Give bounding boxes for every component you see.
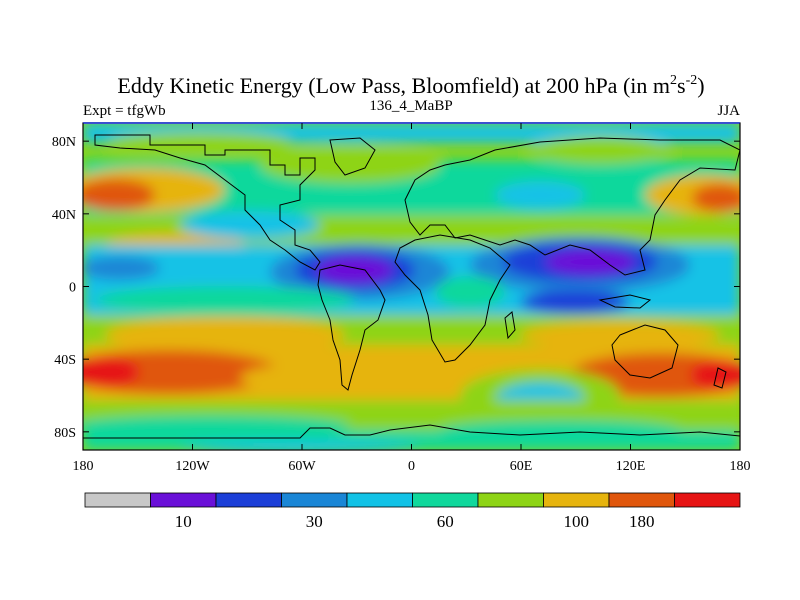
colorbar-box [608,492,675,508]
lat-tick-label: 0 [69,281,76,296]
colorbar-box [543,492,610,508]
lat-tick-label: 40N [52,208,76,223]
coastline-antarctica [83,424,740,439]
colorbar-box [477,492,544,508]
eke-contour-field [83,123,740,450]
colorbar-box [215,492,282,508]
experiment-label: Expt = tfgWb [83,103,166,119]
colorbar-label: 180 [629,512,655,531]
colorbar-box [150,492,217,508]
coastline-madagascar [504,311,516,340]
season-label: JJA [717,103,740,119]
coastline-greenland [329,137,376,176]
colorbar-box [346,492,413,508]
coastline-indonesia [598,294,652,309]
colorbar-box [412,492,479,508]
colorbar-box [84,492,151,508]
lon-tick-label: 0 [408,459,415,474]
coastline-outline [83,134,740,439]
lon-tick-label: 120E [616,459,646,474]
colorbar-label: 100 [564,512,590,531]
lon-tick-label: 180 [73,459,94,474]
latitude-axis: 80N 40N 0 40S 80S [52,135,740,441]
map-title: Eddy Kinetic Energy (Low Pass, Bloomfiel… [117,73,704,98]
lat-tick-label: 80N [52,135,76,150]
lat-tick-label: 40S [54,353,76,368]
lon-tick-label: 120W [175,459,210,474]
colorbar-label: 30 [306,512,323,531]
colorbar: 10 30 60 100 180 [84,492,741,531]
run-label: 136_4_MaBP [369,98,452,114]
coastline-north-america [94,134,321,271]
colorbar-box [281,492,348,508]
coastline-eurasia [404,137,740,276]
coastline-new-zealand [713,367,727,389]
lon-tick-label: 180 [730,459,751,474]
colorbar-label: 60 [437,512,454,531]
coastline-south-america [317,264,386,391]
longitude-axis: 180 120W 60W 0 60E 120E 180 [73,123,751,474]
lat-tick-label: 80S [54,426,76,441]
coastline-australia [611,324,679,379]
coastline-africa [394,234,511,363]
lon-tick-label: 60E [510,459,533,474]
colorbar-label: 10 [175,512,192,531]
colorbar-box [674,492,741,508]
lon-tick-label: 60W [288,459,316,474]
